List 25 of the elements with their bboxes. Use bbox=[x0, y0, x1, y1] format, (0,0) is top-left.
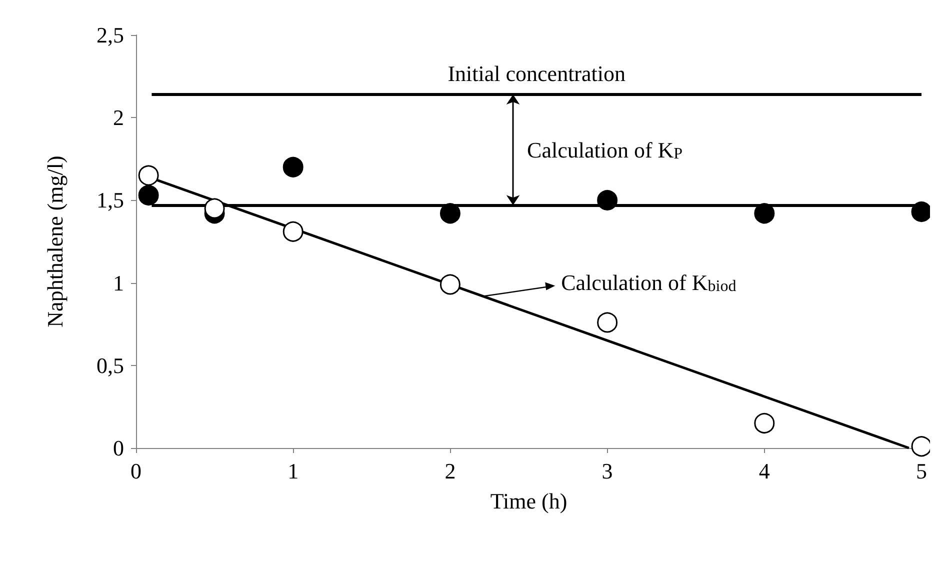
x-tick-label: 0 bbox=[130, 458, 142, 484]
x-tick-label: 2 bbox=[444, 458, 456, 484]
y-tick-label: 2,5 bbox=[96, 22, 124, 48]
y-tick-label: 1,5 bbox=[96, 188, 124, 213]
x-tick-label: 3 bbox=[602, 458, 613, 484]
y-tick-label: 2 bbox=[113, 105, 124, 130]
x-tick-label: 1 bbox=[288, 458, 299, 484]
point bbox=[754, 203, 775, 224]
point bbox=[597, 190, 618, 210]
x-tick-label: 5 bbox=[916, 458, 927, 484]
ref-line-label: Initial concentration bbox=[448, 60, 626, 86]
point bbox=[204, 198, 225, 219]
point bbox=[440, 274, 460, 295]
y-tick-label: 0 bbox=[113, 436, 124, 460]
y-tick-label: 1 bbox=[113, 270, 124, 296]
point bbox=[282, 221, 304, 242]
y-tick-label: 0,5 bbox=[96, 352, 124, 378]
x-tick-label: 4 bbox=[758, 458, 770, 484]
point bbox=[282, 156, 304, 178]
annotation: Calculation of Kbiod bbox=[561, 270, 736, 295]
y-axis-title: Naphthalene (mg/l) bbox=[42, 156, 68, 328]
point bbox=[440, 203, 460, 224]
point bbox=[138, 185, 159, 206]
annotation: Calculation of KP bbox=[527, 137, 683, 162]
x-axis-title: Time (h) bbox=[490, 488, 568, 514]
